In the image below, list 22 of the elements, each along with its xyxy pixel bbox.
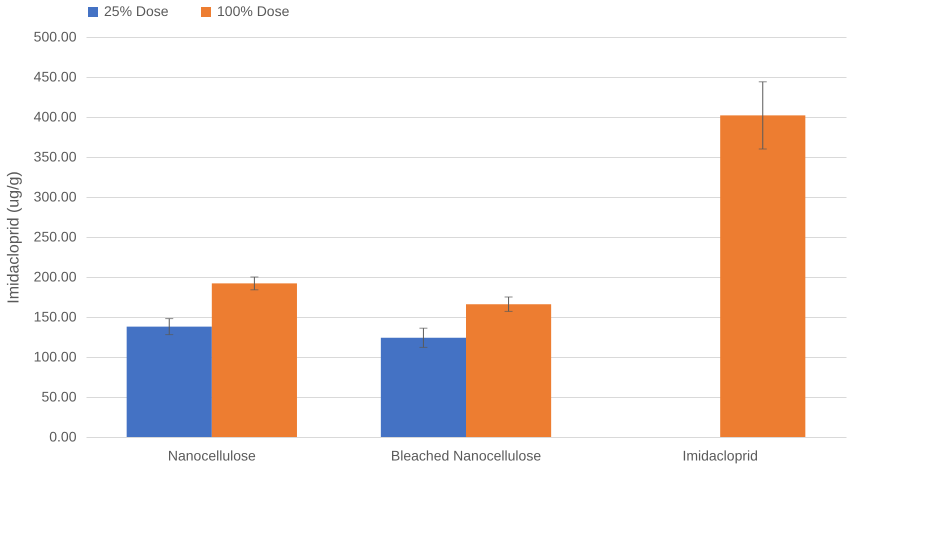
bar <box>466 304 552 437</box>
y-tick-label: 100.00 <box>34 348 77 364</box>
y-tick-label: 200.00 <box>34 268 77 284</box>
x-tick-label: Bleached Nanocellulose <box>390 448 542 464</box>
legend-label: 25% Dose <box>104 3 169 19</box>
y-tick-label: 400.00 <box>34 108 77 124</box>
bar <box>126 326 212 437</box>
y-tick-label: 450.00 <box>34 68 77 84</box>
bar <box>380 338 466 437</box>
bar <box>212 283 297 437</box>
y-axis-title: Imidacloprid (ug/g) <box>6 171 23 304</box>
y-tick-label: 250.00 <box>34 228 77 244</box>
x-tick-label: Nanocellulose <box>168 448 256 464</box>
y-tick-label: 150.00 <box>34 308 77 324</box>
y-tick-label: 300.00 <box>34 188 77 204</box>
legend-label: 100% Dose <box>217 3 290 19</box>
y-tick-label: 50.00 <box>41 388 77 404</box>
y-tick-label: 500.00 <box>34 28 77 44</box>
bar <box>720 115 806 437</box>
y-tick-label: 0.00 <box>49 428 77 444</box>
x-tick-label: Imidacloprid <box>682 448 758 464</box>
y-tick-label: 350.00 <box>34 148 77 164</box>
